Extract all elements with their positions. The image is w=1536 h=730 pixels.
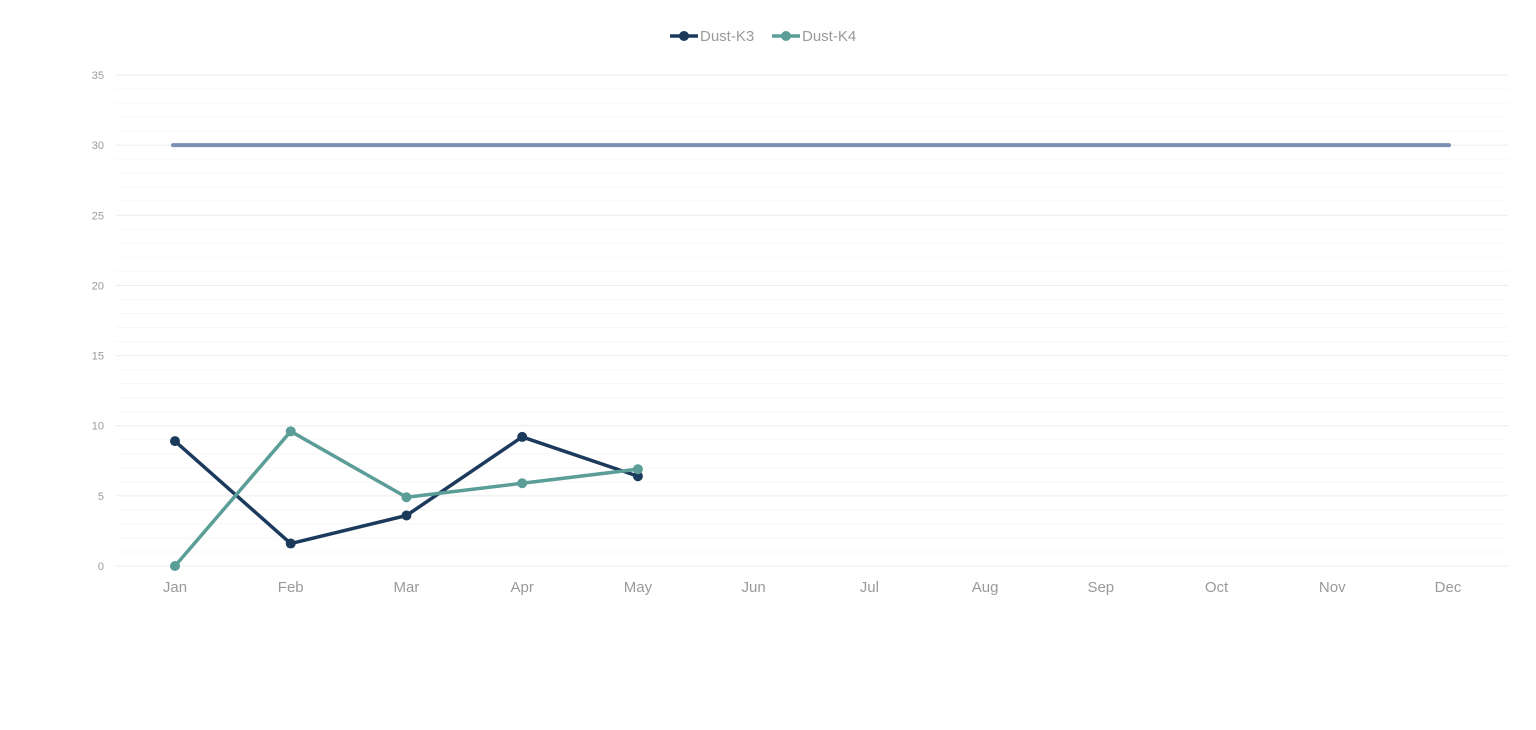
y-tick-label: 0 xyxy=(98,561,104,573)
x-tick-label: May xyxy=(624,579,653,596)
legend-swatch-marker xyxy=(781,31,791,41)
legend-item[interactable]: Dust-K4 xyxy=(772,28,856,45)
data-point[interactable] xyxy=(170,561,180,571)
y-axis: 0 5 10 15 20 25 30 35 xyxy=(92,70,104,573)
x-tick-label: Dec xyxy=(1435,579,1462,596)
data-point[interactable] xyxy=(517,431,528,442)
data-point[interactable] xyxy=(285,538,296,549)
y-tick-label: 20 xyxy=(92,280,104,292)
x-tick-label: Oct xyxy=(1205,579,1229,596)
data-point[interactable] xyxy=(632,471,643,482)
data-point[interactable] xyxy=(632,464,643,475)
y-tick-label: 25 xyxy=(92,210,104,222)
y-tick-label: 35 xyxy=(92,70,104,82)
x-tick-label: Mar xyxy=(394,579,420,596)
data-point[interactable] xyxy=(285,426,296,437)
y-tick-label: 15 xyxy=(92,351,104,363)
x-axis: Jan Feb Mar Apr May Jun Jul Aug Sep Oct Nov Dec xyxy=(163,579,1462,596)
y-tick-label: 30 xyxy=(92,140,104,152)
y-tick-label: 5 xyxy=(98,491,104,503)
series-dust-k4 xyxy=(170,426,643,571)
legend-swatch-marker xyxy=(679,31,689,41)
legend-label: Dust-K4 xyxy=(802,28,856,45)
x-tick-label: Nov xyxy=(1319,579,1346,596)
x-tick-label: Aug xyxy=(972,579,999,596)
legend: Dust-K3 Dust-K4 xyxy=(670,28,856,45)
series-layer xyxy=(170,426,643,571)
data-point[interactable] xyxy=(401,492,412,503)
x-tick-label: Sep xyxy=(1087,579,1114,596)
data-point[interactable] xyxy=(517,478,528,489)
legend-item[interactable]: Dust-K3 xyxy=(670,28,754,45)
x-tick-label: Jul xyxy=(860,579,879,596)
x-tick-label: Feb xyxy=(278,579,304,596)
x-tick-label: Jan xyxy=(163,579,187,596)
series-line xyxy=(173,435,639,546)
data-point[interactable] xyxy=(170,436,180,447)
x-tick-label: Jun xyxy=(742,579,766,596)
data-point[interactable] xyxy=(401,510,412,521)
x-tick-label: Apr xyxy=(511,579,534,596)
legend-label: Dust-K3 xyxy=(700,28,754,45)
series-dust-k3 xyxy=(170,431,643,549)
grid-lines xyxy=(116,74,1508,567)
y-tick-label: 10 xyxy=(92,421,104,433)
